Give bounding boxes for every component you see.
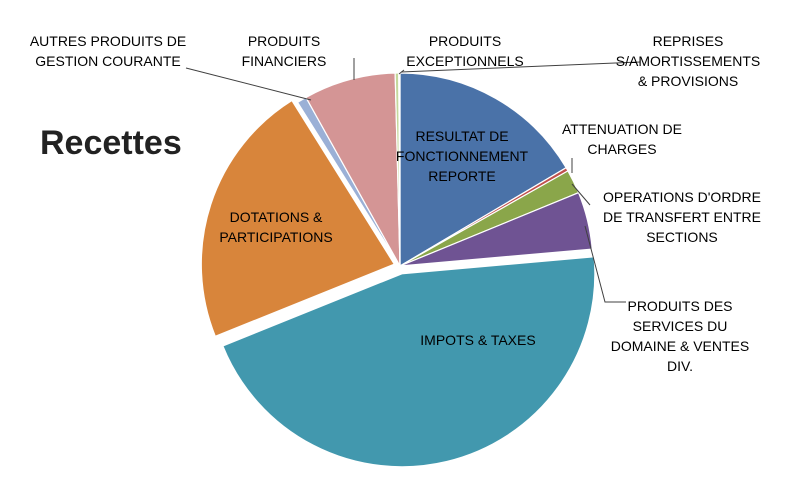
pie-slice: [305, 72, 401, 267]
slice-label: OPERATIONS D'ORDRE DE TRANSFERT ENTRE SECT…: [603, 189, 761, 245]
leader-line: [584, 225, 626, 303]
slice-label: AUTRES PRODUITS DE GESTION COURANTE: [30, 33, 186, 69]
leader-line: [400, 61, 641, 73]
slice-label: DOTATIONS & PARTICIPATIONS: [219, 209, 332, 245]
leader-line: [185, 67, 312, 101]
leader-line: [571, 183, 591, 206]
pie-slice: [200, 99, 396, 338]
slice-label: ATTENUATION DE CHARGES: [562, 121, 682, 157]
slice-label: PRODUITS DES SERVICES DU DOMAINE & VENTES D…: [611, 298, 749, 374]
pie-slices: [200, 72, 596, 468]
slice-label: PRODUITS EXCEPTIONNELS: [406, 33, 523, 69]
chart-title: Recettes: [40, 124, 182, 162]
pie-slice: [222, 256, 596, 468]
pie-slice: [399, 72, 567, 268]
slice-label: REPRISES S/AMORTISSEMENTS & PROVISIONS: [616, 33, 760, 89]
pie-slice: [399, 191, 593, 267]
slice-label: PRODUITS FINANCIERS: [242, 33, 327, 69]
slice-label: IMPOTS & TAXES: [420, 332, 535, 348]
slice-labels: RESULTAT DE FONCTIONNEMENT REPORTE ATTENUAT…: [30, 33, 761, 374]
slice-label: RESULTAT DE FONCTIONNEMENT REPORTE: [396, 128, 529, 184]
